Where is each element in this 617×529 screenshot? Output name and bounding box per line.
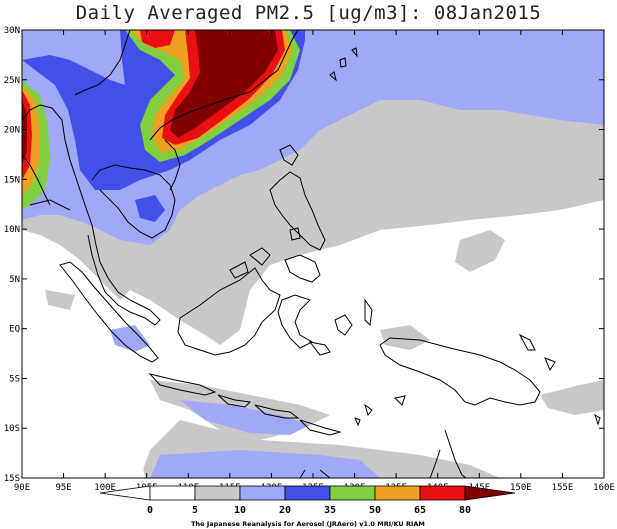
data-source-credit: The Japanese Reanalysis for Aerosol (JRA…: [191, 520, 425, 528]
colorbar-label: 65: [414, 505, 426, 516]
lat-tick-label: 15N: [4, 175, 20, 185]
pm25-5-10-area: [455, 230, 505, 272]
lon-tick-label: 150E: [510, 483, 532, 493]
lon-tick-label: 155E: [552, 483, 574, 493]
pm25-10-20-area: [378, 34, 396, 52]
lat-tick-label: 30N: [4, 26, 20, 36]
colorbar-segment: [149, 485, 196, 501]
lat-tick-label: EQ: [9, 325, 20, 335]
latitude-axis: 30N 25N 20N 15N 10N 5N EQ 5S 10S 15S: [4, 26, 604, 484]
colorbar-label: 10: [234, 505, 246, 516]
pm25-10-20-area: [110, 325, 150, 352]
colorbar: 0 5 10 20 35 50 65 80: [99, 485, 516, 516]
colorbar-segment-over: [464, 485, 516, 501]
pm25-5-10-area: [380, 325, 430, 350]
colorbar-segment: [194, 485, 241, 501]
pm25-5-10-area: [540, 380, 604, 415]
lat-tick-label: 20N: [4, 126, 20, 136]
lon-tick-label: 160E: [593, 483, 615, 493]
pm25-10-20-area: [22, 30, 604, 245]
colorbar-label: 20: [279, 505, 291, 516]
lat-tick-label: 25N: [4, 76, 20, 86]
pm25-10-20-area: [180, 400, 310, 435]
colorbar-segment: [284, 485, 331, 501]
lat-tick-label: 10S: [4, 424, 20, 434]
lon-tick-label: 95E: [55, 483, 71, 493]
pm25-5-10-area: [45, 290, 75, 310]
lat-tick-label: 15S: [4, 474, 20, 484]
colorbar-label: 0: [147, 505, 153, 516]
colorbar-label: 80: [459, 505, 471, 516]
lat-tick-label: 5N: [9, 275, 20, 285]
pm25-65-80-area: [140, 30, 175, 48]
pm25-over-80-area: [22, 100, 27, 165]
colorbar-label: 50: [369, 505, 381, 516]
lat-tick-label: 10N: [4, 225, 20, 235]
pm25-0-5-area: [22, 230, 150, 478]
colorbar-segment: [419, 485, 466, 501]
pm25-10-20-area: [150, 450, 380, 478]
coastlines: [22, 30, 601, 478]
colorbar-label: 35: [324, 505, 336, 516]
colorbar-label: 5: [192, 505, 198, 516]
map-title: Daily Averaged PM2.5 [ug/m3]: 08Jan2015: [75, 2, 542, 24]
pm25-field: [22, 30, 604, 478]
colorbar-segment: [329, 485, 376, 501]
pm25-20-35-area: [135, 195, 165, 222]
colorbar-segment: [239, 485, 286, 501]
lon-tick-label: 100E: [94, 483, 116, 493]
lat-tick-label: 5S: [9, 374, 20, 384]
colorbar-segment: [374, 485, 421, 501]
lon-tick-label: 90E: [14, 483, 30, 493]
pm25-over-80-area: [170, 30, 278, 138]
